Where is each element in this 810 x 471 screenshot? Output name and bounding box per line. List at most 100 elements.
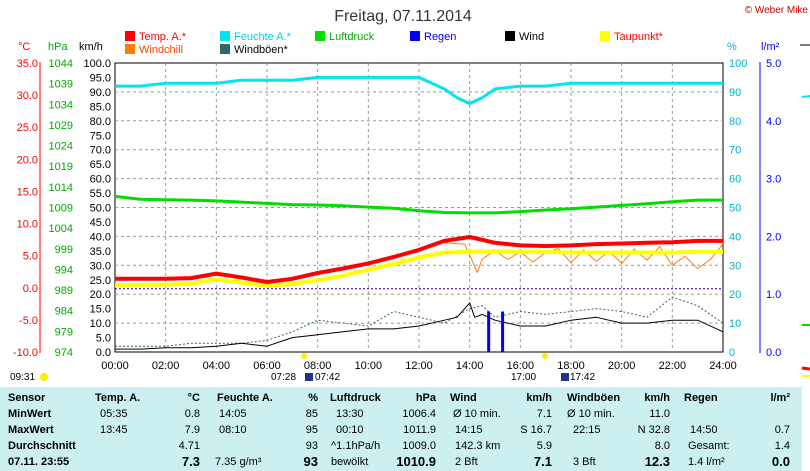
sun-icon-left — [40, 373, 48, 381]
series-line-taupunkt — [114, 249, 723, 288]
wind-tick-label: 95.0 — [90, 72, 111, 84]
header-feuchte: Feuchte A. — [217, 392, 273, 404]
wind-tick-label: 5.0 — [96, 333, 111, 345]
chart-series — [114, 75, 724, 352]
pressure-tick-label: 989 — [55, 285, 73, 297]
time-tick-label: 00:00 — [101, 360, 129, 372]
wind-beaufort: 2 Bft — [455, 456, 478, 468]
header-temp: Temp. A. — [95, 392, 141, 404]
temp-min-value: 0.8 — [184, 408, 200, 420]
legend-swatch — [125, 44, 135, 54]
wind-tick-label: 65.0 — [90, 159, 111, 171]
temp-max-value: 7.9 — [184, 424, 200, 436]
pressure-tick-label: 1034 — [49, 99, 73, 111]
time-tick-label: 12:00 — [405, 360, 433, 372]
wind-avg-value: 5.9 — [536, 440, 552, 452]
copyright-label[interactable]: © Weber Mike — [745, 5, 809, 16]
wind-max-value: S 16.7 — [520, 424, 552, 436]
luftdruck-min-value: 1006.4 — [402, 408, 436, 420]
windboeen-avg-value: 8.0 — [654, 440, 670, 452]
humidity-tick-label: 100 — [729, 58, 747, 70]
wind-min-value: 7.1 — [536, 408, 552, 420]
windboeen-max-time: 22:15 — [573, 424, 601, 436]
temp-tick-label: 5.0 — [23, 251, 38, 263]
temp-tick-label: -5.0 — [19, 315, 38, 327]
row-label-max: MaxWert — [8, 424, 54, 436]
series-line-feuchte-a — [115, 75, 723, 105]
temp-tick-label: -10.0 — [13, 347, 38, 359]
row-label-current: 07.11. 23:55 — [8, 456, 70, 468]
humidity-tick-label: 0 — [729, 347, 735, 359]
row-label-avg: Durchschnitt — [8, 440, 76, 452]
feuchte-min-time: 14:05 — [219, 408, 247, 420]
legend-label: Luftdruck — [329, 31, 375, 43]
sunrise-moon-icon — [305, 373, 313, 381]
humidity-tick-label: 50 — [729, 203, 741, 215]
windboeen-beaufort: 3 Bft — [573, 456, 596, 468]
wind-tick-label: 15.0 — [90, 304, 111, 316]
temp-tick-label: 0.0 — [23, 283, 38, 295]
wind-current-value: 7.1 — [533, 454, 552, 469]
humidity-tick-label: 40 — [729, 231, 741, 243]
time-tick-label: 08:00 — [304, 360, 332, 372]
wind-tick-label: 45.0 — [90, 217, 111, 229]
windboeen-current-value: 12.3 — [644, 454, 670, 469]
wind-tick-label: 10.0 — [90, 318, 111, 330]
luftdruck-max-time: 00:10 — [336, 424, 364, 436]
wind-tick-label: 100.0 — [83, 58, 111, 70]
rain-tick-label: 0.0 — [766, 347, 781, 359]
header-windboeen: Windböen — [567, 392, 621, 404]
sunset2-time: 17:42 — [570, 372, 595, 383]
legend-label: Taupunkt* — [614, 31, 664, 43]
legend-swatch — [410, 31, 420, 41]
temp-unit-label: °C — [18, 41, 30, 53]
pressure-tick-label: 1014 — [49, 182, 73, 194]
rain-bar — [501, 311, 505, 352]
humidity-tick-label: 80 — [729, 116, 741, 128]
humidity-tick-label: 60 — [729, 174, 741, 186]
time-tick-label: 24:00 — [709, 360, 737, 372]
series-line-windchill — [444, 242, 724, 273]
humidity-tick-label: 20 — [729, 289, 741, 301]
legend-swatch — [220, 31, 230, 41]
chart-legend: Temp. A.* Feuchte A.* Luftdruck Regen Wind Ta… — [125, 31, 664, 56]
feuchte-avg-value: 93 — [305, 440, 318, 452]
sun-left-time: 09:31 — [10, 372, 35, 383]
sunset-moon-icon — [561, 373, 569, 381]
pressure-tick-label: 974 — [55, 347, 73, 359]
rain-tick-label: 5.0 — [766, 58, 781, 70]
feuchte-max-value: 95 — [305, 424, 318, 436]
series-line-windb-en — [115, 296, 724, 347]
wind-tick-label: 20.0 — [90, 289, 111, 301]
legend-label: Feuchte A.* — [234, 31, 292, 43]
pressure-tick-label: 1009 — [49, 203, 73, 215]
time-tick-label: 04:00 — [203, 360, 231, 372]
temp-current-value: 7.3 — [181, 454, 200, 469]
wind-tick-label: 90.0 — [90, 87, 111, 99]
sun-markers: 09:31 07:28 07:42 17:00 17:42 — [10, 353, 595, 383]
regen-total-value: 1.4 — [774, 440, 790, 452]
wind-tick-label: 30.0 — [90, 260, 111, 272]
wind-tick-label: 35.0 — [90, 246, 111, 258]
time-tick-label: 02:00 — [152, 360, 180, 372]
wind-distance: 142.3 km — [455, 440, 501, 452]
time-tick-label: 16:00 — [507, 360, 535, 372]
wind-tick-label: 85.0 — [90, 101, 111, 113]
weather-chart: Freitag, 07.11.2014 © Weber Mike Temp. A… — [10, 5, 810, 383]
header-wind: Wind — [450, 392, 477, 404]
legend-label: Windböen* — [234, 44, 289, 56]
legend-label: Windchill — [139, 44, 183, 56]
luftdruck-min-time: 13:30 — [336, 408, 364, 420]
rain-tick-label: 3.0 — [766, 174, 781, 186]
rain-unit-label: l/m² — [761, 41, 780, 53]
feuchte-max-time: 08:10 — [219, 424, 247, 436]
row-label-min: MinWert — [8, 408, 52, 420]
pressure-tick-label: 984 — [55, 306, 73, 318]
header-temp-unit: °C — [187, 392, 200, 404]
time-tick-label: 22:00 — [659, 360, 687, 372]
windboeen-max-value: N 32.8 — [637, 424, 670, 436]
luftdruck-trend: ^1.1hPa/h — [331, 440, 381, 452]
regen-current-amount: 1.4 l/m² — [688, 456, 725, 468]
axis-ticks: 35.0 30.0 25.0 20.0 15.0 10.0 5.0 0.0 -5.0 -10.0 1… — [13, 58, 781, 372]
pressure-tick-label: 994 — [55, 264, 73, 276]
